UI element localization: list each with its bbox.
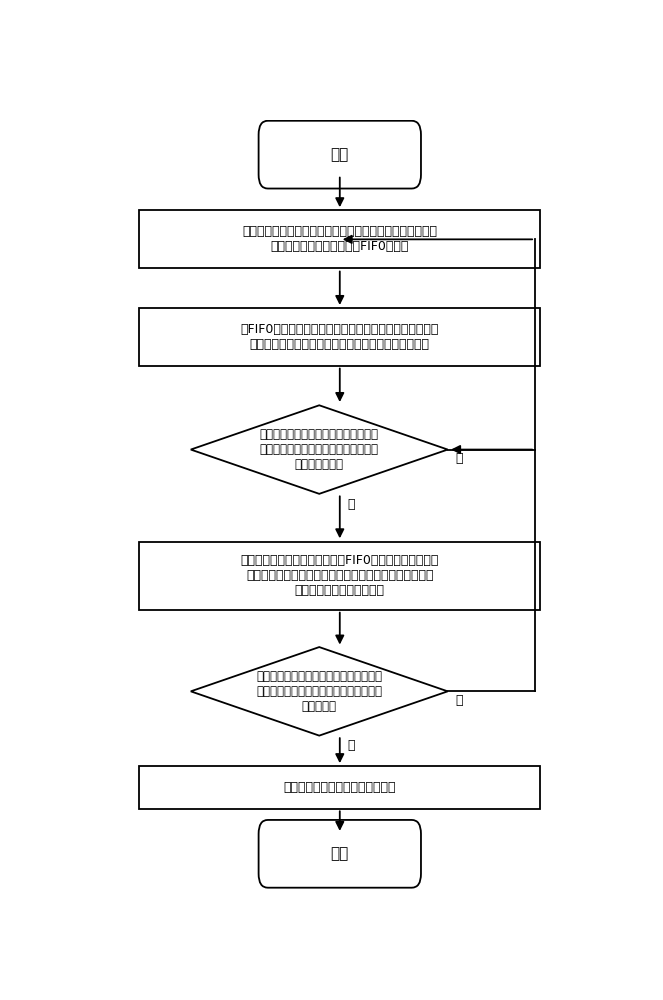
Bar (139, 542, 540, 610)
Polygon shape (191, 405, 448, 494)
Polygon shape (191, 647, 448, 736)
Text: 从待解析传输数据流中选取数据点，将数据点进行符号化，
并将符号化的数据点填充到FIF0窗体中: 从待解析传输数据流中选取数据点，将数据点进行符号化， 并将符号化的数据点填充到F… (242, 225, 438, 253)
Text: 将第二相关峰的位置作为同步位置: 将第二相关峰的位置作为同步位置 (284, 781, 396, 794)
FancyBboxPatch shape (259, 820, 421, 888)
Text: 开始: 开始 (331, 147, 349, 162)
Text: 是: 是 (347, 739, 355, 752)
Text: 是: 是 (347, 498, 355, 512)
Text: 将第二符号化相关値与第二先入先出队列
中的数据分别进行比较，并判断是否存在
第二相关峰: 将第二符号化相关値与第二先入先出队列 中的数据分别进行比较，并判断是否存在 第二… (256, 670, 383, 713)
Text: 将FIF0窗体与第一参考序列进行计算得到第一符号化相关
値，并将第一符号化相关値存储在第一先入先出队列中: 将FIF0窗体与第一参考序列进行计算得到第一符号化相关 値，并将第一符号化相关値… (241, 323, 439, 351)
Text: 将第一符号化相关値与第一先入先出队
列中的数据分别进行比较，并判断是否
存在第一相关峰: 将第一符号化相关値与第一先入先出队 列中的数据分别进行比较，并判断是否 存在第一… (260, 428, 379, 471)
FancyBboxPatch shape (259, 121, 421, 189)
Text: 结束: 结束 (331, 846, 349, 861)
Text: 否: 否 (455, 694, 463, 707)
Text: 否: 否 (455, 452, 463, 465)
Text: 以第一相关峰的位置为基准，将FIF0窗体与第二参考序列
进行计算得到第二符号化相关値，并将第二符号化相关値
存储在第二先入先出队列中: 以第一相关峰的位置为基准，将FIF0窗体与第二参考序列 进行计算得到第二符号化相… (241, 554, 439, 597)
Bar (139, 210, 540, 268)
Bar (139, 766, 540, 809)
Bar (139, 308, 540, 366)
